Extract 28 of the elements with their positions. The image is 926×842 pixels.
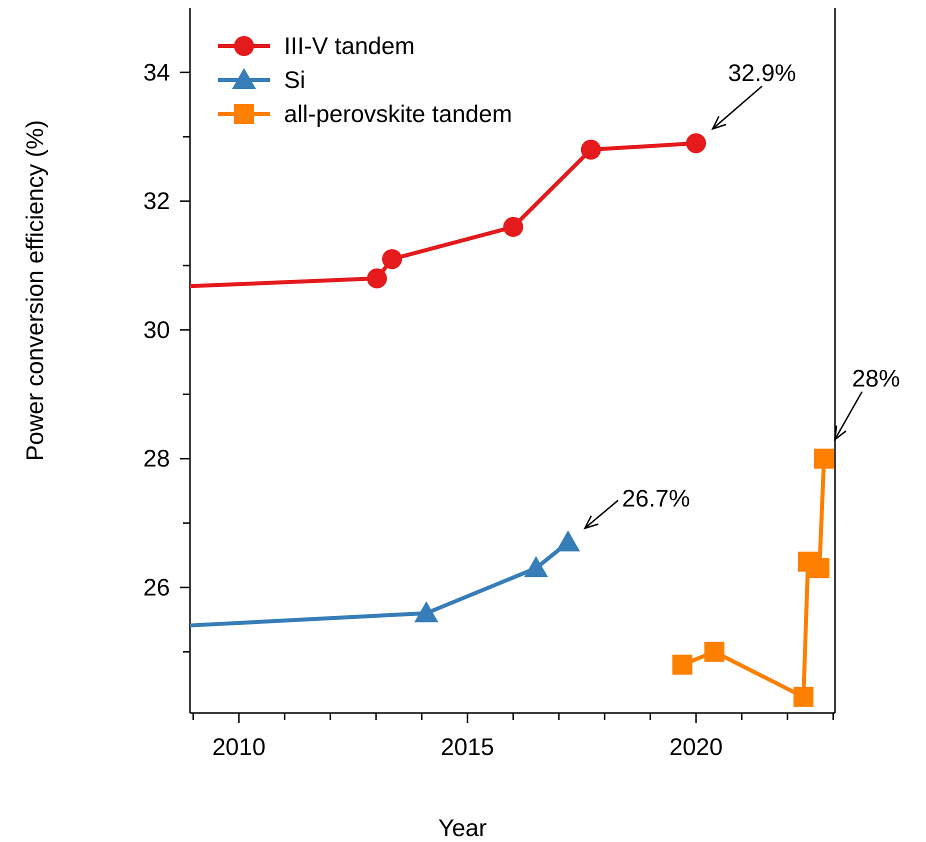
y-tick-label: 30 bbox=[143, 316, 170, 344]
point bbox=[814, 448, 834, 469]
legend-label: III-V tandem bbox=[284, 33, 415, 60]
x-axis-title: Year bbox=[438, 815, 487, 842]
legend-label: all-perovskite tandem bbox=[284, 101, 512, 128]
x-tick-label: 2015 bbox=[440, 734, 494, 761]
y-axis-title: Power conversion efficiency (%) bbox=[22, 120, 49, 462]
y-tick-label: 34 bbox=[143, 59, 170, 86]
annotation: 32.9% bbox=[728, 60, 796, 88]
point bbox=[580, 140, 601, 160]
annotation: 26.7% bbox=[622, 485, 690, 512]
point bbox=[793, 686, 814, 707]
point bbox=[382, 249, 402, 270]
point bbox=[704, 642, 724, 662]
point bbox=[524, 556, 548, 578]
legend-label: Si bbox=[284, 67, 306, 94]
point bbox=[503, 216, 524, 237]
y-tick-label: 26 bbox=[143, 574, 170, 602]
x-tick-label: 2010 bbox=[212, 734, 266, 761]
y-tick-label: 32 bbox=[143, 188, 170, 216]
point bbox=[414, 601, 438, 622]
point bbox=[556, 530, 580, 552]
point bbox=[366, 268, 387, 288]
point bbox=[686, 133, 706, 154]
y-tick-label: 28 bbox=[143, 446, 170, 473]
annotation: 28% bbox=[852, 366, 900, 393]
x-tick-label: 2020 bbox=[669, 734, 723, 761]
point bbox=[672, 654, 692, 675]
